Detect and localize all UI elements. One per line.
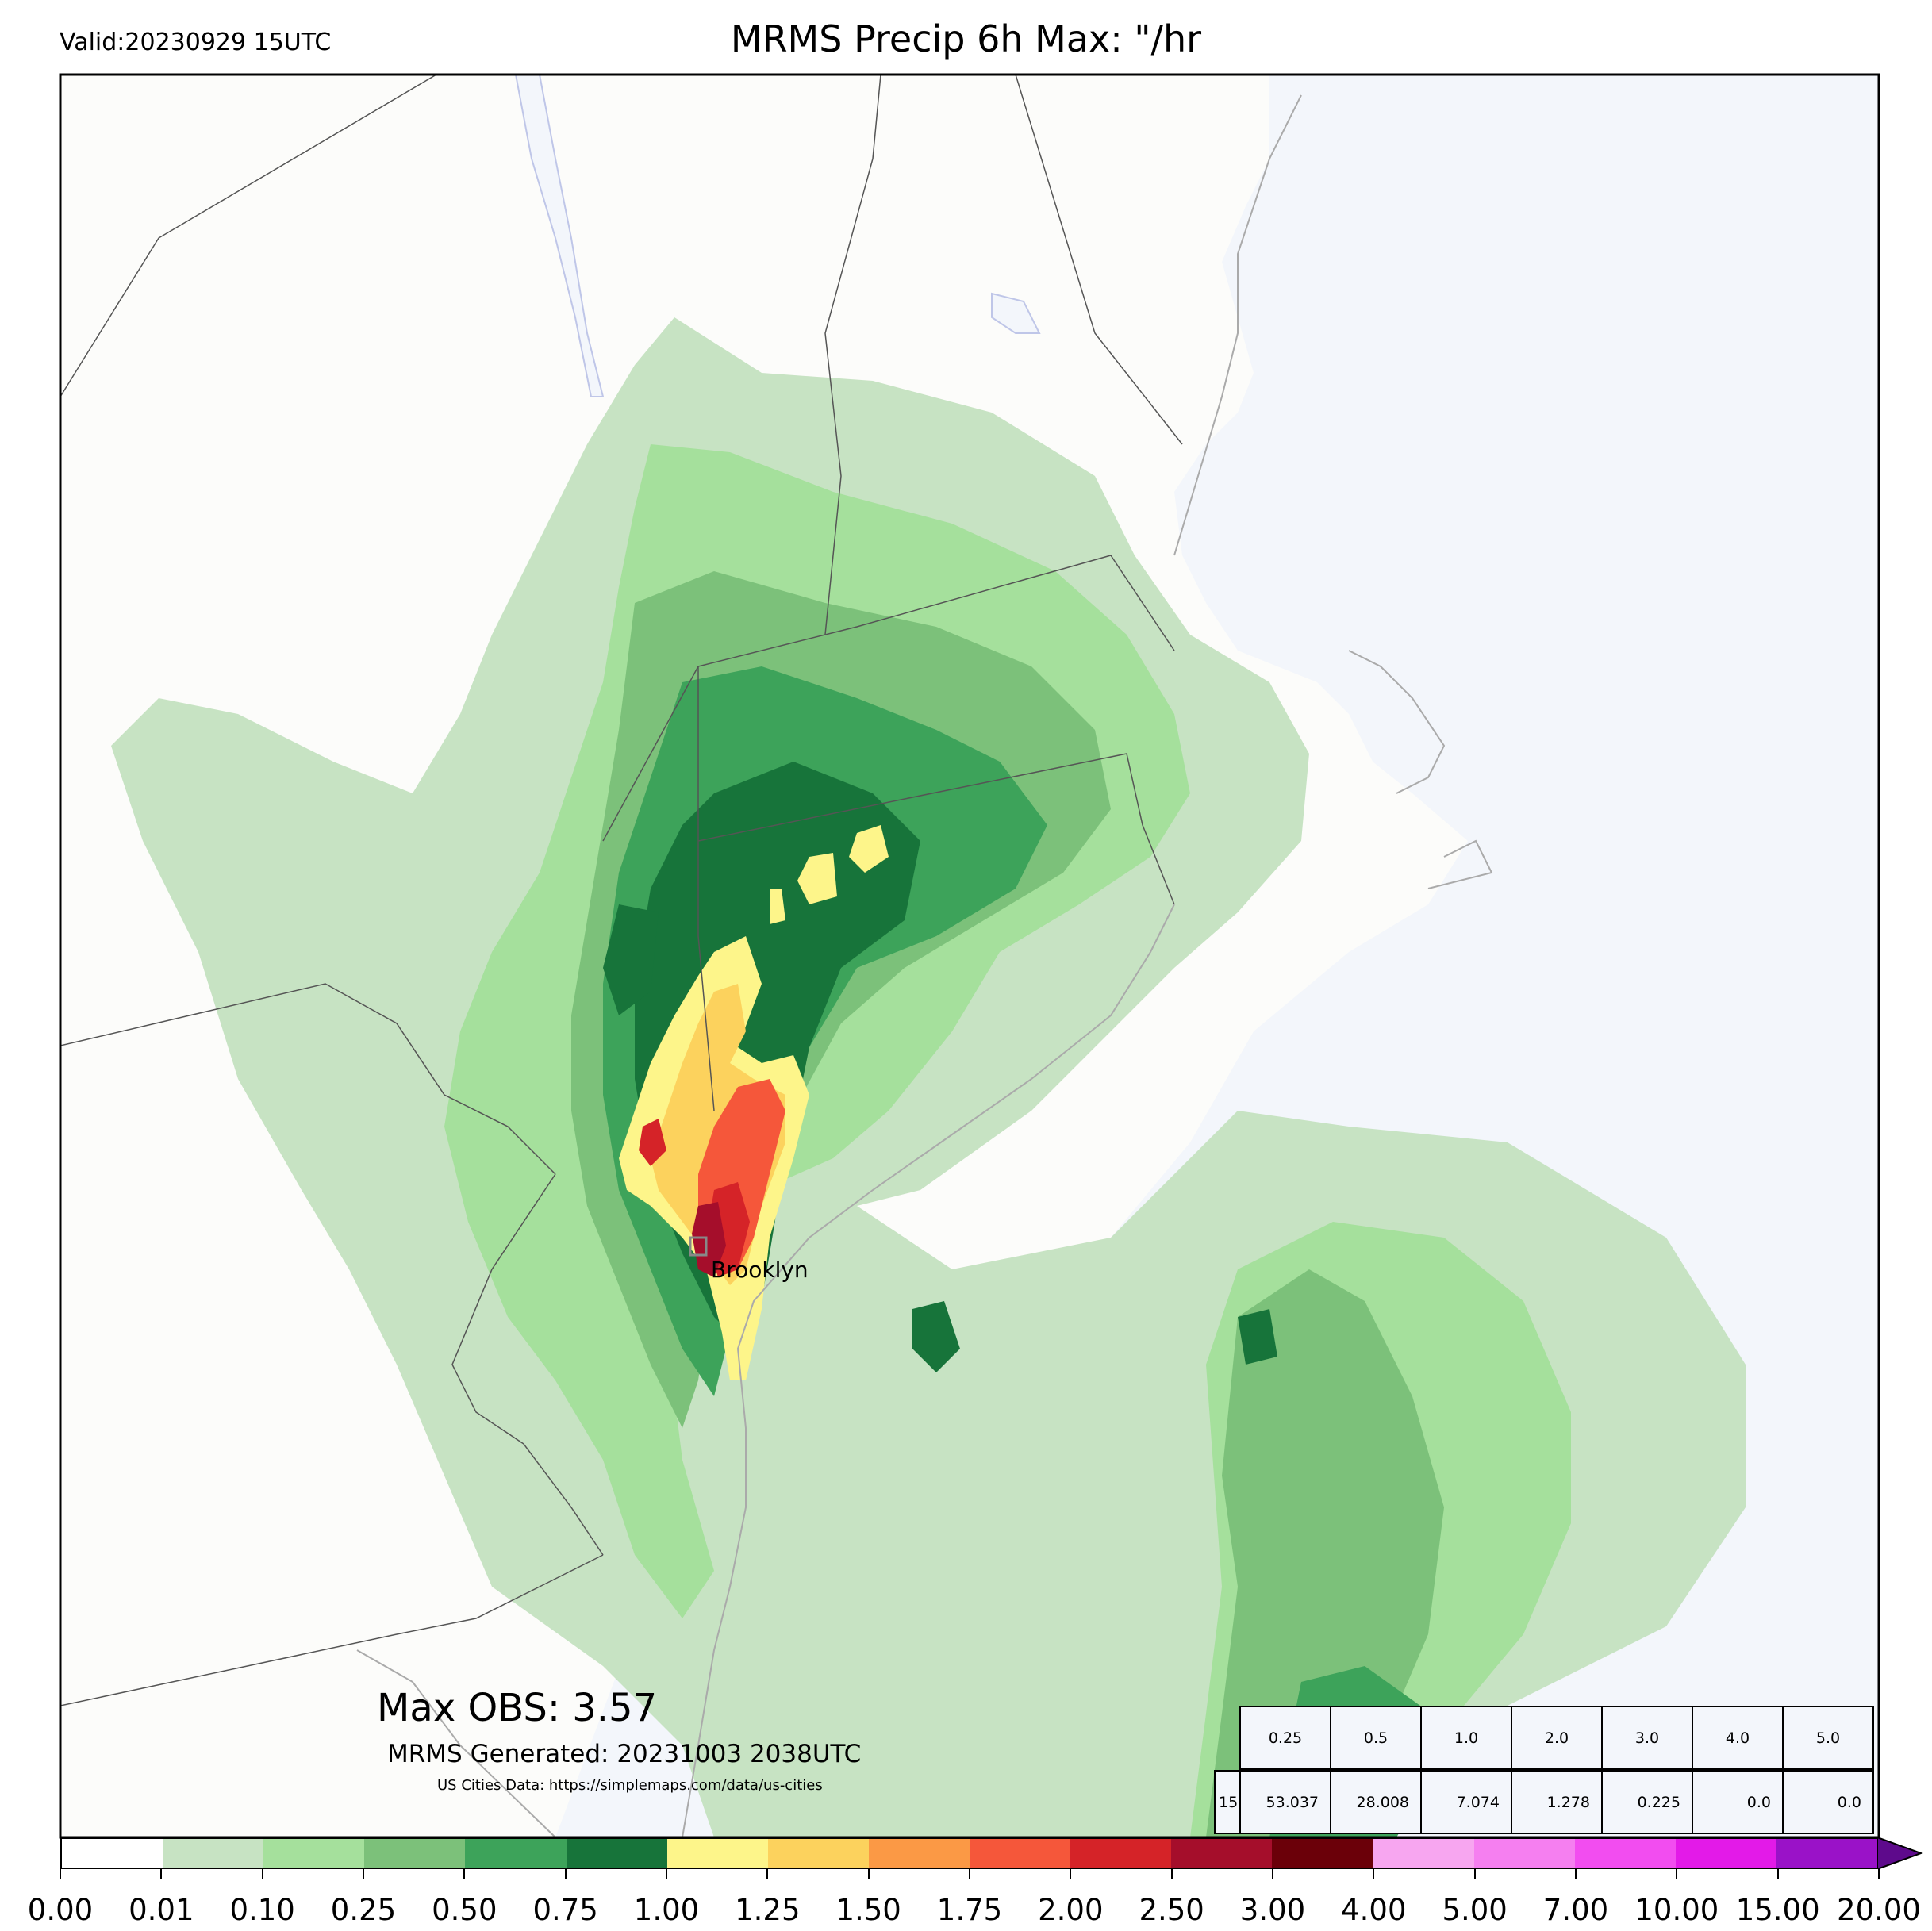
colorbar-tick-label: 0.75 <box>532 1893 598 1927</box>
colorbar-tick-mark <box>160 1869 163 1879</box>
stats-value-6: 0.0 <box>1782 1770 1874 1834</box>
brooklyn-marker <box>689 1236 708 1257</box>
colorbar-tick-mark <box>1776 1869 1779 1879</box>
colorbar-segment-8 <box>868 1839 970 1868</box>
colorbar-tick-mark <box>1473 1869 1476 1879</box>
threshold-header-4: 3.0 <box>1601 1706 1693 1770</box>
coastlines <box>356 94 1493 1837</box>
colorbar-tick-mark <box>363 1869 364 1879</box>
threshold-header-5: 4.0 <box>1692 1706 1784 1770</box>
colorbar-tick-label: 10.00 <box>1634 1893 1719 1927</box>
threshold-header-0: 0.25 <box>1239 1706 1331 1770</box>
stats-value-5: 0.0 <box>1692 1770 1784 1834</box>
precip-yellow-north-1 <box>849 825 889 873</box>
stats-value-2: 7.074 <box>1420 1770 1512 1834</box>
cities-source-label: US Cities Data: https://simplemaps.com/d… <box>437 1777 823 1794</box>
colorbar-tick-mark <box>969 1869 970 1879</box>
colorbar-tick-label: 2.50 <box>1139 1893 1204 1927</box>
valid-time-label: Valid:20230929 15UTC <box>60 29 332 56</box>
colorbar-tick-label: 15.00 <box>1735 1893 1820 1927</box>
colorbar-tick-label: 0.10 <box>229 1893 295 1927</box>
colorbar-tick-mark <box>261 1869 263 1879</box>
state-borders <box>60 75 1183 1706</box>
colorbar-segment-13 <box>1373 1839 1474 1868</box>
generated-time-label: MRMS Generated: 20231003 2038UTC <box>387 1740 862 1768</box>
colorbar-segment-10 <box>1070 1839 1172 1868</box>
threshold-stats-table: 0.25 0.5 1.0 2.0 3.0 4.0 5.0 15 53.037 28.008 7.0… <box>1214 1706 1880 1834</box>
colorbar-segment-5 <box>566 1839 667 1868</box>
colorbar-segment-6 <box>666 1839 768 1868</box>
lake-champlain <box>514 75 605 397</box>
colorbar-tick-mark <box>1676 1869 1678 1879</box>
colorbar-tick-label: 4.00 <box>1341 1893 1407 1927</box>
colorbar-tick-mark <box>766 1869 769 1879</box>
colorbar-tick-mark <box>1170 1869 1173 1879</box>
colorbar-tick-label: 0.50 <box>432 1893 497 1927</box>
precip-yellow-north-3 <box>770 889 785 924</box>
colorbar-tick-label: 1.75 <box>936 1893 1003 1927</box>
colorbar-segment-1 <box>163 1839 264 1868</box>
precip-yellow-north-2 <box>797 853 837 904</box>
stats-row-label: 15 <box>1214 1770 1241 1834</box>
colorbar-tick-mark <box>1575 1869 1577 1879</box>
colorbar-segment-16 <box>1675 1839 1776 1868</box>
colorbar-tick-label: 1.25 <box>735 1893 801 1927</box>
colorbar-segment-12 <box>1272 1839 1373 1868</box>
threshold-header-1: 0.5 <box>1330 1706 1422 1770</box>
colorbar-tick-mark <box>60 1869 61 1879</box>
colorbar-tick-label: 7.00 <box>1542 1893 1609 1927</box>
colorbar-tick-mark <box>463 1869 466 1879</box>
colorbar-tick-label: 1.00 <box>633 1893 700 1927</box>
colorbar-tick-mark <box>1878 1869 1880 1879</box>
colorbar-extend-arrow <box>1877 1837 1923 1869</box>
colorbar-tick-label: 1.50 <box>835 1893 901 1927</box>
colorbar-tick-mark <box>564 1869 567 1879</box>
colorbar-tick-mark <box>867 1869 870 1879</box>
stats-value-1: 28.008 <box>1330 1770 1422 1834</box>
colorbar-tick-mark <box>1272 1869 1273 1879</box>
colorbar-segment-7 <box>767 1839 869 1868</box>
colorbar-tick-label: 5.00 <box>1442 1893 1508 1927</box>
colorbar-segment-0 <box>62 1839 163 1868</box>
city-label-brooklyn: Brooklyn <box>711 1257 809 1283</box>
colorbar <box>60 1837 1879 1869</box>
stats-value-3: 1.278 <box>1511 1770 1603 1834</box>
threshold-header-2: 1.0 <box>1420 1706 1512 1770</box>
threshold-header-6: 5.0 <box>1782 1706 1874 1770</box>
colorbar-segment-11 <box>1171 1839 1273 1868</box>
threshold-header-3: 2.0 <box>1511 1706 1603 1770</box>
precip-red-west <box>639 1119 666 1166</box>
colorbar-segment-4 <box>465 1839 567 1868</box>
colorbar-segment-14 <box>1473 1839 1575 1868</box>
colorbar-tick-label: 0.25 <box>330 1893 397 1927</box>
colorbar-tick-mark <box>1373 1869 1375 1879</box>
colorbar-tick-label: 3.00 <box>1239 1893 1306 1927</box>
colorbar-tick-mark <box>666 1869 667 1879</box>
stats-value-4: 0.225 <box>1601 1770 1693 1834</box>
max-obs-label: Max OBS: 3.57 <box>377 1686 658 1730</box>
colorbar-tick-label: 20.00 <box>1837 1893 1921 1927</box>
colorbar-segment-17 <box>1776 1839 1877 1868</box>
precip-darkest-green-3 <box>912 1301 960 1372</box>
precip-maroon-core <box>692 1202 726 1277</box>
precip-darkest-green-2 <box>603 904 659 1015</box>
colorbar-tick-label: 0.00 <box>27 1893 94 1927</box>
colorbar-segment-2 <box>263 1839 365 1868</box>
precip-darkest-green-4 <box>1238 1309 1277 1365</box>
stats-value-0: 53.037 <box>1239 1770 1331 1834</box>
colorbar-segment-3 <box>364 1839 466 1868</box>
map-title: MRMS Precip 6h Max: "/hr <box>730 17 1202 60</box>
colorbar-segment-15 <box>1574 1839 1676 1868</box>
colorbar-tick-mark <box>1070 1869 1072 1879</box>
lake-winnipesaukee <box>991 292 1041 334</box>
colorbar-tick-label: 2.00 <box>1038 1893 1104 1927</box>
colorbar-segment-9 <box>969 1839 1071 1868</box>
colorbar-tick-label: 0.01 <box>129 1893 194 1927</box>
